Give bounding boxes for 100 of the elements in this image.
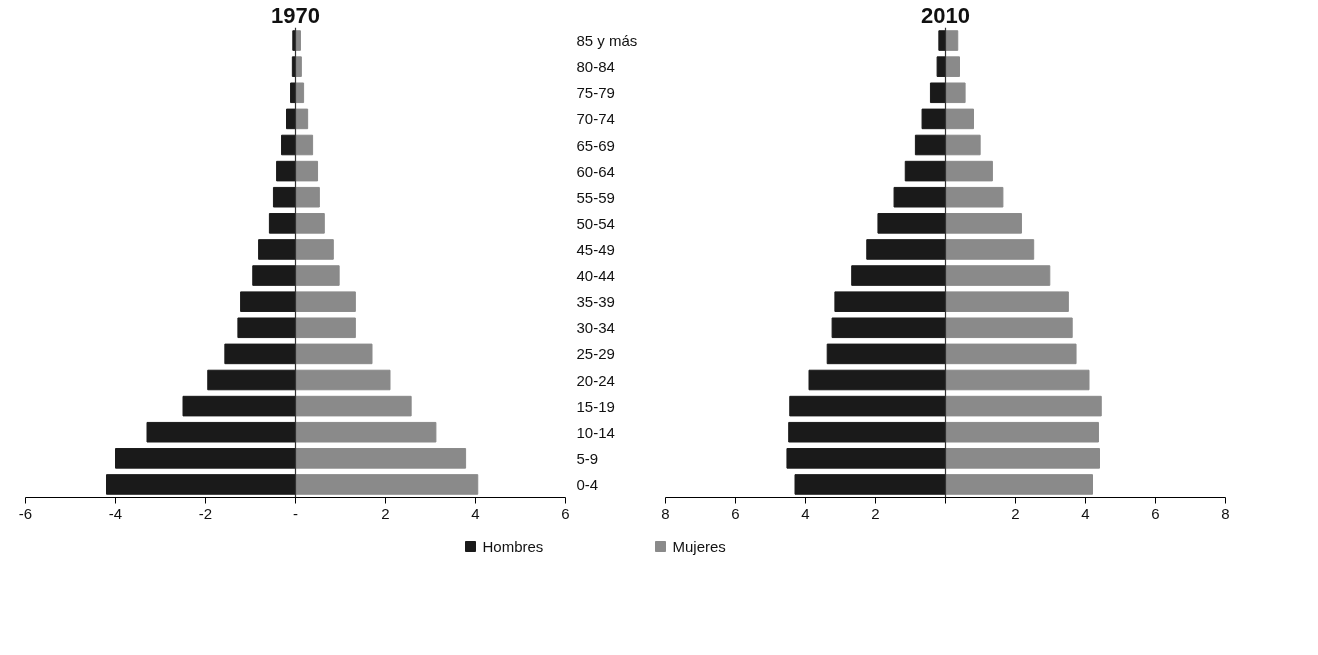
x-tick-label: 8: [661, 504, 670, 522]
y-tick-label: 70-74: [576, 110, 615, 128]
bar: [268, 213, 296, 234]
bar: [834, 291, 946, 312]
chart-title: 2010: [921, 2, 970, 28]
x-tick-label: 2: [1011, 504, 1020, 522]
bar: [240, 291, 296, 312]
bar: [945, 56, 960, 77]
y-tick-label: 60-64: [576, 162, 615, 180]
bar: [945, 448, 1100, 469]
y-tick-label: 25-29: [576, 345, 615, 363]
y-tick-label: 65-69: [576, 136, 615, 154]
y-tick-label: 45-49: [576, 240, 615, 258]
bar: [945, 186, 1004, 208]
bar: [789, 395, 946, 417]
bar: [808, 369, 946, 391]
bar: [851, 265, 946, 286]
y-tick-label: 85 y más: [576, 32, 638, 50]
legend-label: Mujeres: [672, 538, 726, 555]
y-tick-label: 15-19: [576, 397, 615, 415]
bar: [921, 108, 946, 130]
bar: [295, 474, 479, 495]
bar: [945, 474, 1093, 495]
bar: [929, 82, 946, 104]
bar: [904, 160, 946, 182]
bar: [281, 134, 296, 156]
bar: [945, 343, 1077, 365]
bar: [295, 343, 373, 365]
bar: [182, 395, 296, 417]
bar: [207, 369, 296, 391]
x-tick-label: 6: [561, 504, 570, 522]
x-tick-label: -: [293, 504, 298, 522]
bar: [945, 134, 981, 156]
bar: [295, 421, 437, 443]
x-tick-label: -4: [108, 504, 123, 522]
bar: [295, 160, 319, 182]
bar: [945, 369, 1090, 391]
x-tick-label: 2: [381, 504, 390, 522]
bar: [826, 343, 946, 365]
y-tick-label: 80-84: [576, 58, 615, 76]
x-tick-label: 4: [1081, 504, 1090, 522]
x-tick-label: 8: [1221, 504, 1230, 522]
x-tick-label: 6: [1151, 504, 1160, 522]
bar: [945, 213, 1022, 234]
y-tick-label: 40-44: [576, 267, 615, 285]
bar: [295, 448, 467, 469]
bar: [945, 265, 1051, 286]
x-tick-label: 2: [871, 504, 880, 522]
bar: [295, 291, 356, 312]
bar: [914, 134, 946, 156]
bar: [788, 421, 946, 443]
x-tick-label: 4: [801, 504, 810, 522]
chart-title: 1970: [271, 2, 320, 28]
bar: [893, 186, 946, 208]
bar: [295, 369, 391, 391]
y-tick-label: 30-34: [576, 319, 615, 337]
y-tick-label: 50-54: [576, 214, 615, 232]
y-tick-label: 5-9: [576, 449, 599, 467]
bar: [945, 291, 1069, 312]
bar: [945, 317, 1073, 339]
bar: [945, 239, 1035, 260]
bar: [945, 421, 1099, 443]
bar: [258, 239, 296, 260]
bar: [295, 317, 356, 339]
bar: [295, 134, 314, 156]
bar: [866, 239, 946, 260]
bar: [272, 186, 296, 208]
bar: [295, 239, 334, 260]
bar: [295, 213, 325, 234]
bar: [945, 160, 993, 182]
bar: [295, 265, 340, 286]
bar: [276, 160, 296, 182]
bar: [945, 108, 974, 130]
y-tick-label: 20-24: [576, 371, 615, 389]
bar: [831, 317, 946, 339]
bar: [295, 395, 412, 417]
y-tick-label: 0-4: [576, 475, 599, 493]
bar: [295, 186, 320, 208]
bar: [295, 108, 309, 130]
bar: [224, 343, 296, 365]
bar: [106, 474, 296, 495]
bar: [146, 421, 296, 443]
x-tick-label: 4: [471, 504, 480, 522]
y-tick-label: 75-79: [576, 84, 615, 102]
bar: [877, 213, 946, 234]
x-tick-label: 6: [731, 504, 740, 522]
bar: [115, 448, 296, 469]
bar: [252, 265, 296, 286]
y-tick-label: 10-14: [576, 423, 615, 441]
x-tick-label: -6: [18, 504, 33, 522]
x-tick-label: -2: [198, 504, 213, 522]
legend-label: Hombres: [482, 538, 544, 555]
bar: [945, 30, 959, 51]
y-tick-label: 35-39: [576, 293, 615, 311]
bar: [786, 448, 946, 469]
bar: [794, 474, 946, 495]
bar: [945, 395, 1102, 417]
bar: [237, 317, 296, 339]
y-tick-label: 55-59: [576, 188, 615, 206]
bar: [945, 82, 966, 104]
